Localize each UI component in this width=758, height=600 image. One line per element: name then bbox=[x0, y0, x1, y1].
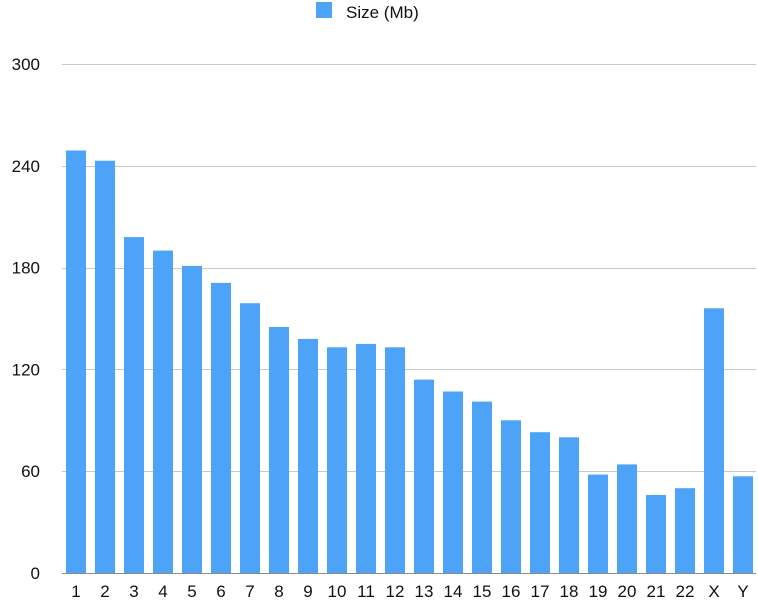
x-tick-label: 10 bbox=[328, 582, 347, 600]
bar-3 bbox=[124, 237, 144, 573]
x-tick-label: 4 bbox=[158, 582, 167, 600]
y-axis-tick-labels: 0 60 120 180 240 300 bbox=[12, 55, 40, 583]
x-tick-label: 13 bbox=[415, 582, 434, 600]
legend-swatch bbox=[316, 2, 332, 18]
x-tick-label: 17 bbox=[531, 582, 550, 600]
bar-8 bbox=[269, 327, 289, 573]
bar-13 bbox=[414, 379, 434, 573]
bar-21 bbox=[646, 495, 666, 573]
x-tick-label: 1 bbox=[71, 582, 80, 600]
bar-y bbox=[733, 476, 753, 573]
y-tick-label: 240 bbox=[12, 157, 40, 176]
x-tick-label: 20 bbox=[618, 582, 637, 600]
x-tick-label: 14 bbox=[444, 582, 463, 600]
x-tick-label: 15 bbox=[473, 582, 492, 600]
x-tick-label: 9 bbox=[303, 582, 312, 600]
bar-16 bbox=[501, 420, 521, 573]
x-tick-label: 2 bbox=[100, 582, 109, 600]
gridlines bbox=[62, 64, 756, 574]
legend: Size (Mb) bbox=[316, 2, 419, 22]
x-tick-label: 22 bbox=[676, 582, 695, 600]
x-tick-label: X bbox=[708, 582, 719, 600]
bar-12 bbox=[385, 347, 405, 573]
y-tick-label: 300 bbox=[12, 55, 40, 74]
bar-22 bbox=[675, 488, 695, 573]
x-tick-label: 16 bbox=[502, 582, 521, 600]
x-tick-label: 12 bbox=[386, 582, 405, 600]
y-tick-label: 120 bbox=[12, 360, 40, 379]
bar-9 bbox=[298, 338, 318, 573]
y-tick-label: 0 bbox=[31, 564, 40, 583]
legend-label: Size (Mb) bbox=[346, 3, 419, 22]
x-tick-label: Y bbox=[737, 582, 748, 600]
bar-5 bbox=[182, 265, 202, 573]
x-tick-label: 5 bbox=[187, 582, 196, 600]
x-tick-label: 19 bbox=[589, 582, 608, 600]
x-tick-label: 21 bbox=[647, 582, 666, 600]
bar-4 bbox=[153, 250, 173, 573]
bar-6 bbox=[211, 282, 231, 573]
x-tick-label: 11 bbox=[357, 582, 375, 600]
bar-x bbox=[704, 308, 724, 573]
bar-14 bbox=[443, 391, 463, 573]
x-tick-label: 7 bbox=[245, 582, 254, 600]
bar-18 bbox=[559, 437, 579, 573]
x-axis-tick-labels: 1 2 3 4 5 6 7 8 9 10 11 12 13 14 15 16 17 18 19 20 21 22 X Y bbox=[71, 582, 748, 600]
bars bbox=[66, 150, 753, 573]
bar-1 bbox=[66, 150, 86, 573]
bar-15 bbox=[472, 401, 492, 573]
bar-2 bbox=[95, 160, 115, 573]
y-tick-label: 60 bbox=[21, 462, 40, 481]
bar-20 bbox=[617, 464, 637, 573]
x-tick-label: 18 bbox=[560, 582, 579, 600]
x-tick-label: 3 bbox=[129, 582, 138, 600]
bar-19 bbox=[588, 474, 608, 573]
bar-7 bbox=[240, 303, 260, 573]
bar-11 bbox=[356, 343, 376, 573]
x-tick-label: 6 bbox=[216, 582, 225, 600]
bar-10 bbox=[327, 347, 347, 573]
y-tick-label: 180 bbox=[12, 259, 40, 278]
x-tick-label: 8 bbox=[274, 582, 283, 600]
bar-17 bbox=[530, 432, 550, 573]
